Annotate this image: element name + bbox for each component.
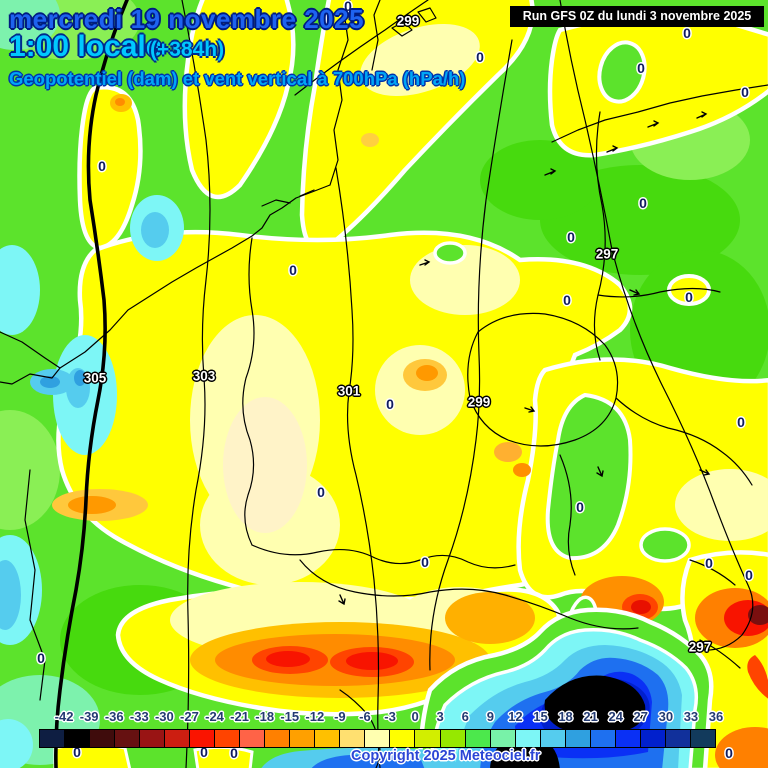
legend-tick-label: 33 — [683, 709, 699, 724]
legend-cell — [465, 730, 491, 747]
zero-isoline-label: 0 — [98, 158, 106, 174]
geopotential-contour-label: 299 — [467, 394, 491, 410]
geopotential-contour-label: 297 — [688, 639, 712, 655]
legend-cell — [365, 730, 391, 747]
zero-isoline-label: 0 — [563, 292, 571, 308]
geopotential-contour-label: 303 — [192, 368, 216, 384]
legend-cell — [190, 730, 216, 747]
legend-cell — [640, 730, 666, 747]
legend-tick-label: 9 — [486, 709, 494, 724]
legend-cell — [65, 730, 91, 747]
zero-isoline-label: 0 — [230, 745, 238, 761]
geopotential-contour-label: 305 — [83, 370, 107, 386]
legend-tick-label: 6 — [461, 709, 469, 724]
zero-isoline-label: 0 — [705, 555, 713, 571]
legend-cell — [290, 730, 316, 747]
legend-tick-label: 30 — [658, 709, 674, 724]
legend-tick-label: 3 — [436, 709, 444, 724]
legend-tick-label: -27 — [180, 709, 199, 724]
legend-tick-label: -18 — [255, 709, 275, 724]
zero-isoline-label: 0 — [567, 229, 575, 245]
zero-isoline-label: 0 — [73, 744, 81, 760]
legend-tick-label: 27 — [633, 709, 648, 724]
zero-isoline-label: 0 — [476, 49, 484, 65]
legend-cell — [565, 730, 591, 747]
legend-tick-label: 15 — [533, 709, 548, 724]
legend-tick-label: 18 — [558, 709, 573, 724]
zero-isoline-label: 0 — [344, 0, 352, 14]
legend-cell — [690, 730, 715, 747]
legend-cell — [390, 730, 416, 747]
zero-isoline-label: 0 — [737, 414, 745, 430]
legend-cell — [140, 730, 166, 747]
legend-cell — [315, 730, 341, 747]
legend-cell — [490, 730, 516, 747]
geopotential-contour-label: 297 — [595, 246, 619, 262]
zero-isoline-label: 0 — [576, 499, 584, 515]
legend-tick-label: 21 — [583, 709, 598, 724]
legend-cell — [90, 730, 116, 747]
zero-isoline-label: 0 — [639, 195, 647, 211]
legend-tick-label: -3 — [384, 709, 396, 724]
legend-cell — [415, 730, 441, 747]
legend-cell — [665, 730, 691, 747]
zero-isoline-label: 0 — [289, 262, 297, 278]
legend-cell — [165, 730, 191, 747]
zero-isoline-label: 0 — [200, 744, 208, 760]
legend-tick-label: -30 — [154, 709, 174, 724]
forecast-hour-offset: (+384h) — [150, 38, 225, 61]
model-run-info: Run GFS 0Z du lundi 3 novembre 2025 — [510, 6, 764, 27]
legend-tick-label: -6 — [359, 709, 371, 724]
legend-tick-label: -33 — [129, 709, 149, 724]
legend-tick-label: 12 — [508, 709, 523, 724]
legend-cell — [440, 730, 466, 747]
legend-cell — [515, 730, 541, 747]
geopotential-contour-label: 301 — [337, 383, 361, 399]
zero-isoline-label: 0 — [683, 25, 691, 41]
legend-cell — [115, 730, 141, 747]
legend-cell — [40, 730, 66, 747]
legend-ticks: -42 -39 -36 -33 -30 -27 -24 -21 -18 -15 -12 -9 -6 -3 0… — [39, 709, 724, 726]
legend-tick-label: 36 — [708, 709, 724, 724]
legend-tick-label: 24 — [608, 709, 623, 724]
parameter-title: Geopotentiel (dam) et vent vertical à 70… — [9, 68, 466, 89]
zero-isoline-label: 0 — [317, 484, 325, 500]
zero-isoline-label: 0 — [745, 567, 753, 583]
zero-isoline-label: 0 — [741, 84, 749, 100]
legend-bar — [39, 729, 716, 748]
zero-isoline-label: 0 — [421, 554, 429, 570]
legend-cell — [265, 730, 291, 747]
zero-isoline-label: 0 — [637, 60, 645, 76]
legend-cell — [615, 730, 641, 747]
legend-tick-label: -42 — [54, 709, 74, 724]
zero-isoline-label: 0 — [685, 289, 693, 305]
legend-tick-label: -24 — [205, 709, 224, 724]
zero-isoline-label: 0 — [37, 650, 45, 666]
geopotential-contours — [54, 0, 754, 768]
legend-tick-label: -15 — [280, 709, 300, 724]
forecast-time: 1:00 locale — [9, 30, 163, 63]
legend-cell — [340, 730, 366, 747]
legend-cell — [590, 730, 616, 747]
zero-isoline-label: 0 — [725, 745, 733, 761]
contour-305-thick — [54, 0, 129, 768]
forecast-date: mercredi 19 novembre 2025 — [9, 4, 365, 34]
legend-cell — [540, 730, 566, 747]
legend-cell — [240, 730, 266, 747]
legend-tick-label: -12 — [305, 709, 325, 724]
copyright-text: Copyright 2025 Meteociel.fr — [351, 748, 541, 764]
legend-tick-label: -21 — [230, 709, 249, 724]
zero-isoline-label: 0 — [386, 396, 394, 412]
legend-cell — [215, 730, 241, 747]
legend-tick-label: -36 — [104, 709, 124, 724]
legend-tick-label: 0 — [411, 709, 419, 724]
legend-tick-label: -9 — [334, 709, 346, 724]
geopotential-contour-label: 299 — [396, 13, 420, 29]
wind-ticks — [338, 111, 711, 606]
legend-tick-label: -39 — [79, 709, 99, 724]
